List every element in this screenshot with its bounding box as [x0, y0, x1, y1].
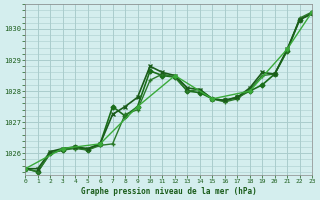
X-axis label: Graphe pression niveau de la mer (hPa): Graphe pression niveau de la mer (hPa) [81, 187, 257, 196]
